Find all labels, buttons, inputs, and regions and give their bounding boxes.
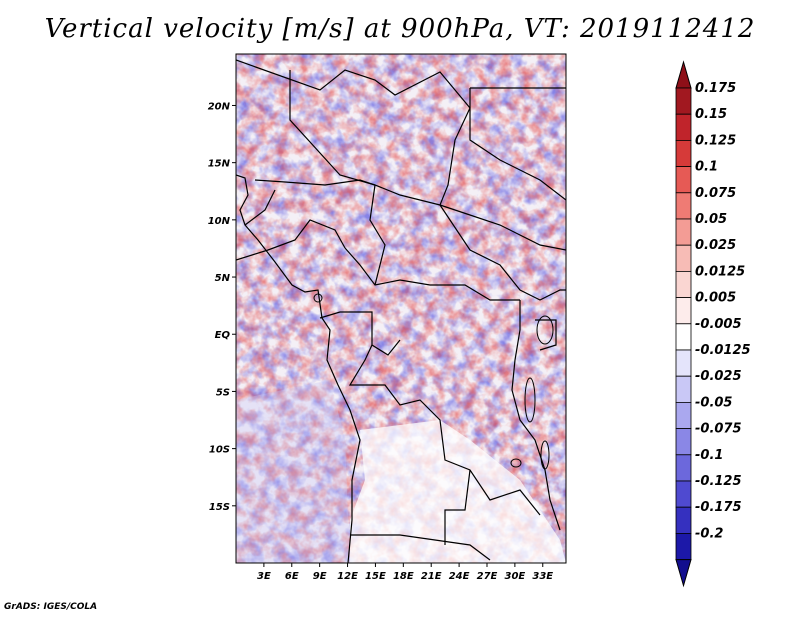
colorbar-label: -0.075 xyxy=(695,422,742,437)
colorbar-label: -0.1 xyxy=(695,448,723,463)
colorbar-swatch xyxy=(675,401,692,429)
latitude-axis: 20N 15N 10N 5N EQ 5S 10S 15S xyxy=(208,101,236,513)
colorbar-swatch xyxy=(675,87,692,115)
colorbar-swatch xyxy=(675,297,692,325)
lon-tick-label: 27E xyxy=(477,571,498,582)
lat-tick-label: 10N xyxy=(208,216,231,227)
longitude-axis: 3E 6E 9E 12E 15E 18E 21E 24E 27E 30E 33E xyxy=(257,563,553,582)
colorbar-label: 0.1 xyxy=(695,160,718,175)
colorbar-label: -0.175 xyxy=(695,500,742,515)
colorbar-label: 0.05 xyxy=(695,212,727,227)
colorbar-label: -0.025 xyxy=(695,369,742,384)
colorbar-swatch xyxy=(675,506,692,534)
colorbar-label: -0.005 xyxy=(695,317,742,332)
colorbar-swatch xyxy=(675,192,692,220)
lon-tick-label: 21E xyxy=(421,571,442,582)
colorbar-swatch xyxy=(675,428,692,456)
colorbar-swatch xyxy=(675,375,692,403)
map-title: Vertical velocity [m/s] at 900hPa, VT: 2… xyxy=(44,14,756,44)
grads-credit: GrADS: IGES/COLA xyxy=(4,602,98,612)
lat-tick-label: 20N xyxy=(208,101,231,112)
colorbar-swatch xyxy=(675,244,692,272)
ocean-descent-region xyxy=(236,380,350,563)
lon-tick-label: 3E xyxy=(257,571,271,582)
colorbar-swatch xyxy=(675,139,692,167)
map-frame xyxy=(235,53,567,564)
lon-tick-label: 15E xyxy=(365,571,386,582)
colorbar-label: -0.05 xyxy=(695,395,732,410)
colorbar-swatch xyxy=(675,270,692,298)
colorbar-swatch xyxy=(675,480,692,508)
colorbar-label: 0.0125 xyxy=(695,264,745,279)
lon-tick-label: 33E xyxy=(532,571,553,582)
colorbar-swatch xyxy=(675,454,692,482)
lat-tick-label: 15S xyxy=(209,502,230,513)
lakes xyxy=(313,293,554,470)
colorbar-swatch xyxy=(675,533,692,561)
colorbar-swatch xyxy=(675,323,692,351)
lon-tick-label: 18E xyxy=(393,571,414,582)
lon-tick-label: 12E xyxy=(337,571,358,582)
colorbar-label: 0.125 xyxy=(695,133,736,148)
colorbar-label: 0.075 xyxy=(695,186,736,201)
colorbar-swatch xyxy=(675,349,692,377)
colorbar-label: -0.125 xyxy=(695,474,742,489)
colorbar-label: 0.025 xyxy=(695,238,736,253)
colorbar-label: -0.0125 xyxy=(695,343,751,358)
colorbar-label: -0.2 xyxy=(695,526,723,541)
colorbar-swatch xyxy=(675,166,692,194)
lon-tick-label: 24E xyxy=(449,571,470,582)
colorbar-swatch xyxy=(675,113,692,141)
weak-motion-region xyxy=(350,420,566,563)
map-plot-area xyxy=(236,54,566,563)
colorbar-top-arrow xyxy=(675,60,692,89)
coastline xyxy=(236,174,361,563)
colorbar-bottom-arrow xyxy=(675,559,692,588)
lon-tick-label: 30E xyxy=(504,571,525,582)
colorbar-swatch xyxy=(675,218,692,246)
lon-tick-label: 9E xyxy=(313,571,327,582)
colorbar-label: 0.005 xyxy=(695,291,736,306)
lon-tick-label: 6E xyxy=(285,571,299,582)
lat-tick-label: 15N xyxy=(208,159,231,170)
lat-tick-label: EQ xyxy=(215,330,231,341)
colorbar-label: 0.175 xyxy=(695,81,736,96)
lat-tick-label: 5N xyxy=(215,273,231,284)
lat-tick-label: 5S xyxy=(216,387,230,398)
lat-tick-label: 10S xyxy=(209,445,230,456)
country-borders xyxy=(236,59,566,563)
colorbar-label: 0.15 xyxy=(695,107,727,122)
colorbar: 0.175 0.15 0.125 0.1 0.075 0.05 0.025 0.0125 0.0… xyxy=(675,60,751,588)
